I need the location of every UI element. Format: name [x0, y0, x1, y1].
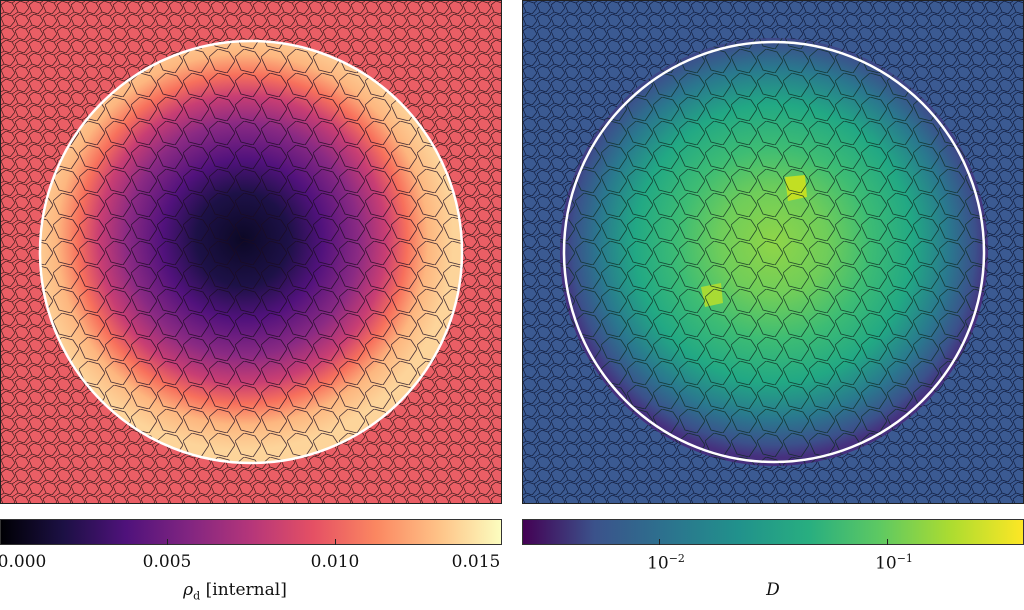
d-colorbar-label: D	[766, 580, 780, 600]
boundary-circle	[38, 39, 464, 465]
density-colorbar-label: ρd [internal]	[183, 580, 287, 602]
d-tick-1e-1	[887, 539, 888, 545]
tick-exp: −2	[668, 552, 685, 565]
d-colorbar	[522, 519, 1024, 545]
density-voronoi-map	[1, 1, 501, 503]
tick-exp: −1	[896, 552, 913, 565]
density-tick-0.005	[167, 539, 168, 545]
unit-text: [internal]	[200, 580, 287, 600]
density-tick-0.010	[335, 539, 336, 545]
boundary-circle	[562, 40, 986, 464]
density-tick-label: 0.005	[142, 552, 192, 572]
density-tick-label: 0.000	[0, 552, 47, 572]
density-panel	[0, 0, 502, 504]
d-tick-label: 10−1	[875, 552, 913, 574]
d-tick-1e-2	[659, 539, 660, 545]
density-tick-label: 0.010	[310, 552, 360, 572]
d-panel	[522, 0, 1024, 504]
rho-symbol: ρ	[183, 580, 194, 600]
tick-base: 10	[875, 553, 897, 574]
density-tick-label: 0.015	[451, 552, 501, 572]
tick-base: 10	[647, 553, 669, 574]
d-voronoi-map	[523, 1, 1023, 503]
density-colorbar	[0, 519, 502, 545]
rho-subscript: d	[193, 589, 201, 603]
d-tick-label: 10−2	[647, 552, 685, 574]
